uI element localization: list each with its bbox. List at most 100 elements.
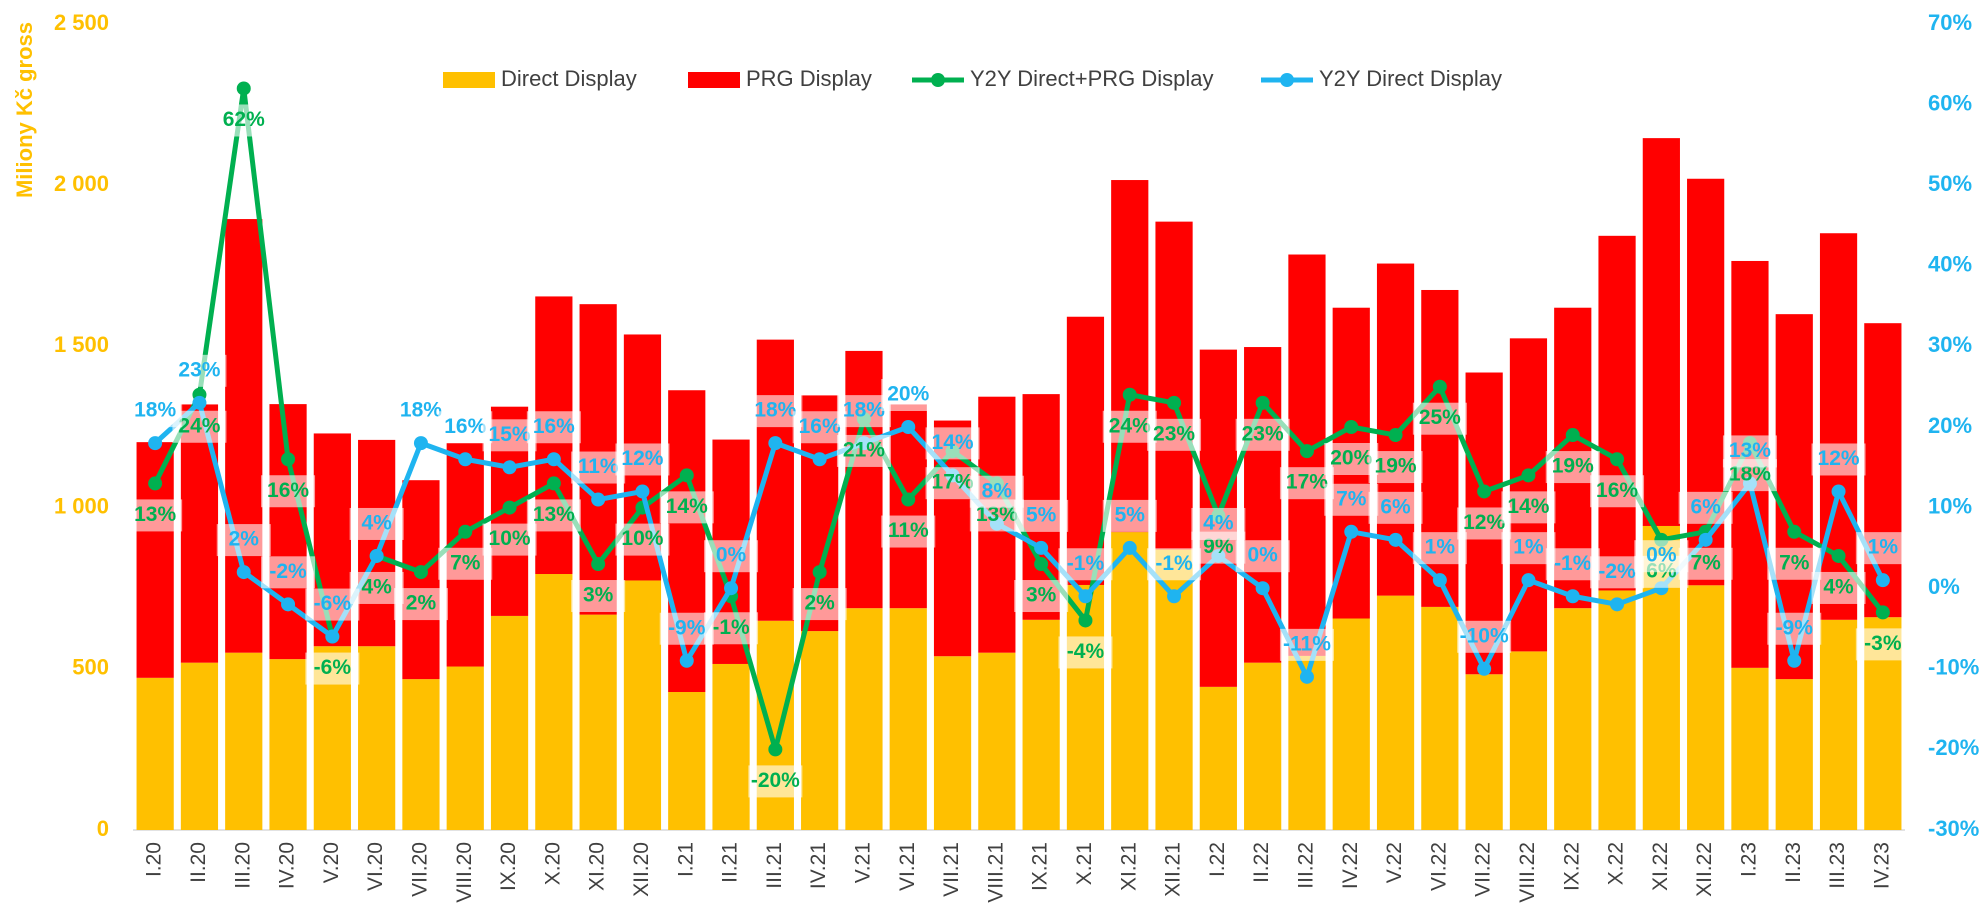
data-label: 16% [799,415,841,438]
bar [845,350,883,609]
bar [1731,667,1769,830]
data-label-box [1501,491,1556,524]
data-label: 18% [400,399,442,422]
line-marker [502,460,517,475]
bar [1066,316,1105,585]
line-marker [1875,573,1890,588]
data-label: 0% [716,544,747,567]
bar [1332,618,1370,830]
line-marker [546,452,561,467]
data-label: 18% [1729,463,1771,486]
x-tick-label: IX.20 [497,842,520,891]
y-axis-title: Miliony Kč gross [12,22,37,198]
x-tick-label: IV.22 [1339,842,1362,889]
data-label-box [261,556,316,589]
data-label: 16% [267,479,309,502]
line-marker [1034,557,1049,572]
line-marker [1078,613,1093,628]
data-label: -4% [1067,640,1105,663]
x-tick-label: X.20 [541,842,564,885]
data-label: 16% [533,415,575,438]
bar [801,631,839,830]
line-marker [1610,597,1625,612]
data-label: 9% [1203,535,1234,558]
data-label: -3% [1864,632,1902,655]
line-marker [192,395,207,410]
data-label: 4% [1203,512,1234,535]
legend-swatch [443,72,495,88]
data-label-box [1811,571,1866,604]
data-label-box [615,443,670,476]
data-label-box [1634,540,1689,573]
x-tick-label: VIII.20 [453,842,476,903]
line-marker [1875,605,1890,620]
line-marker [281,597,296,612]
data-label-box [216,524,271,557]
data-label: 14% [932,431,974,454]
legend-marker [931,73,945,87]
bar [889,608,927,830]
bar [535,574,573,830]
data-label: 24% [178,414,220,437]
data-label-box [1235,540,1290,573]
data-label: -1% [1554,552,1592,575]
y2-tick-label: 10% [1928,493,1972,518]
data-label: -10% [1460,624,1509,647]
data-label-box [526,499,581,532]
x-tick-label: VI.20 [364,842,387,891]
data-label: -9% [1776,616,1814,639]
data-label-box [1058,548,1113,581]
y2-tick-label: 60% [1928,90,1972,115]
data-label: 11% [578,455,619,478]
data-label: 7% [1336,487,1367,510]
data-label: 19% [1375,455,1417,478]
line-marker [1167,395,1182,410]
line-marker [1388,428,1403,443]
bar [1598,590,1636,830]
legend-label: Y2Y Direct Display [1319,66,1502,91]
x-tick-label: X.22 [1605,842,1628,885]
data-label: 5% [1026,503,1057,526]
line [153,400,1886,680]
data-label: 0% [1646,544,1677,567]
x-tick-label: V.20 [320,842,343,883]
data-label-box [1412,532,1467,565]
line-marker [458,524,473,539]
line-marker [236,81,251,96]
line-marker [679,653,694,668]
line-marker [281,452,296,467]
bar [1598,235,1636,591]
x-tick-label: VIII.21 [984,842,1007,903]
line-marker [1787,524,1802,539]
bar [1554,608,1592,830]
line-marker [1521,468,1536,483]
data-label-box [1191,507,1246,540]
x-tick-label: III.20 [231,842,254,889]
line-marker [1122,387,1137,402]
line-marker [1787,653,1802,668]
bar [180,662,219,830]
data-label-box [1279,628,1334,661]
line-marker [413,436,428,451]
y-tick-label: 500 [72,655,109,680]
data-label: 18% [134,399,176,422]
data-label-box [1368,491,1423,524]
bar [1421,606,1459,830]
y2-tick-label: 0% [1928,574,1960,599]
bar [1111,532,1149,830]
bar [933,656,972,830]
data-label-box [792,588,847,621]
x-tick-label: IX.21 [1029,842,1052,891]
data-label: 23% [1153,422,1195,445]
line-marker [1122,540,1137,555]
y2-tick-label: -10% [1928,655,1979,680]
data-label: 13% [134,503,176,526]
line-marker [591,557,606,572]
line-marker [546,476,561,491]
x-tick-label: VI.22 [1427,842,1450,891]
y2-tick-label: -30% [1928,816,1979,841]
data-label: 20% [1330,447,1372,470]
data-label: 25% [1419,406,1461,429]
data-label-box [1678,491,1733,524]
x-tick-label: VII.21 [940,842,963,897]
